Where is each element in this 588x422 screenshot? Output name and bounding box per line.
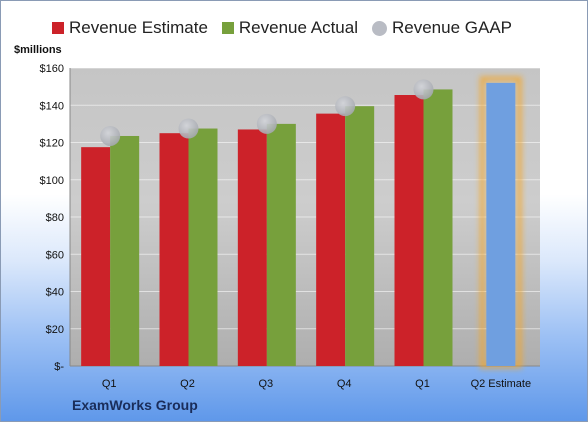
tick-labels: $- $20 $40 $60 $80 $100 $120 $140 $160 Q1 Q2 Q3 Q4 Q1… xyxy=(40,63,532,390)
legend-label-revenue-actual: Revenue Actual xyxy=(238,18,358,37)
grid-lines xyxy=(70,67,540,367)
bar-revenue-actual xyxy=(266,123,296,366)
legend-swatch-revenue-actual xyxy=(221,22,234,34)
legend-swatch-revenue-gaap xyxy=(372,20,387,36)
x-tick-label: Q1 xyxy=(415,378,430,390)
bar-revenue-estimate xyxy=(159,133,189,366)
x-tick-label: Q2 Estimate xyxy=(471,378,532,390)
y-tick-label: $- xyxy=(54,361,64,373)
bar-revenue-estimate xyxy=(316,113,346,366)
y-axis-unit-label: $millions xyxy=(14,44,62,56)
y-tick-label: $80 xyxy=(46,212,64,224)
y-tick-label: $160 xyxy=(40,63,64,75)
marker-revenue-gaap xyxy=(178,118,199,139)
bar-revenue-actual xyxy=(345,106,375,367)
bar-revenue-estimate xyxy=(237,129,267,366)
legend-label-revenue-estimate: Revenue Estimate xyxy=(69,18,208,37)
marker-revenue-gaap xyxy=(413,79,434,100)
x-tick-label: Q3 xyxy=(258,378,273,390)
marker-revenue-gaap xyxy=(256,113,277,134)
y-tick-label: $100 xyxy=(40,175,64,187)
bar-revenue-estimate xyxy=(81,147,111,366)
x-tick-label: Q1 xyxy=(102,378,117,390)
company-name: ExamWorks Group xyxy=(72,397,198,413)
bar-revenue-actual xyxy=(188,128,218,366)
legend-item-revenue-estimate: Revenue Estimate xyxy=(52,18,208,38)
chart-legend: Revenue Estimate Revenue Actual Revenue … xyxy=(52,16,526,40)
x-tick-label: Q2 xyxy=(180,378,195,390)
legend-item-revenue-gaap: Revenue GAAP xyxy=(372,18,512,38)
legend-item-revenue-actual: Revenue Actual xyxy=(221,18,358,38)
y-tick-label: $120 xyxy=(40,138,64,150)
legend-label-revenue-gaap: Revenue GAAP xyxy=(392,18,513,37)
y-tick-label: $40 xyxy=(46,287,64,299)
axes xyxy=(69,68,540,367)
marker-revenue-gaap xyxy=(335,96,356,117)
x-tick-label: Q4 xyxy=(337,378,352,390)
bar-revenue-estimate xyxy=(394,95,424,366)
bar-revenue-actual xyxy=(423,89,453,366)
y-tick-label: $60 xyxy=(46,249,64,261)
y-tick-label: $140 xyxy=(40,100,64,112)
chart-marks xyxy=(81,76,522,369)
marker-revenue-gaap xyxy=(100,125,121,146)
legend-swatch-revenue-estimate xyxy=(52,22,64,34)
bar-q2-estimate xyxy=(486,82,516,367)
bar-revenue-actual xyxy=(110,135,140,366)
y-tick-label: $20 xyxy=(46,324,64,336)
